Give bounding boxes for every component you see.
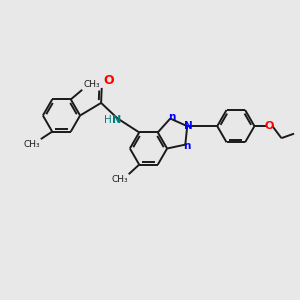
Text: H: H	[104, 115, 112, 125]
Text: O: O	[264, 121, 274, 131]
Text: n: n	[168, 112, 176, 122]
Text: CH₃: CH₃	[111, 176, 128, 184]
Text: N: N	[112, 115, 121, 125]
Text: O: O	[103, 74, 114, 87]
Text: CH₃: CH₃	[83, 80, 100, 88]
Text: N: N	[184, 121, 193, 130]
Text: CH₃: CH₃	[23, 140, 40, 149]
Text: n: n	[183, 141, 190, 151]
